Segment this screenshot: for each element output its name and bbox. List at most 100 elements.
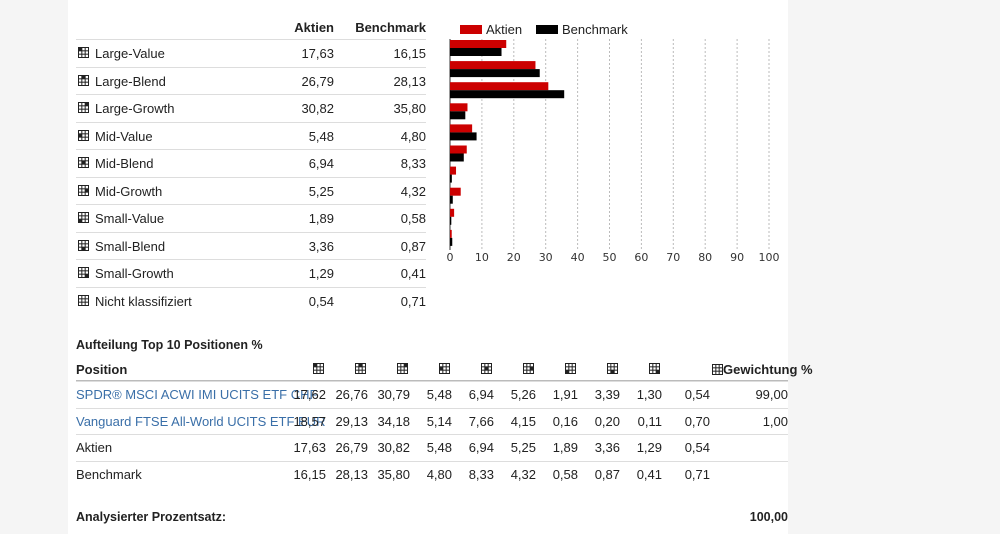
style-grid-icon xyxy=(78,212,89,223)
bar-benchmark xyxy=(450,174,452,183)
style-row-label: Small-Value xyxy=(95,211,165,226)
chart-xtick-label: 60 xyxy=(634,251,648,264)
cell-value: 1,89 xyxy=(552,440,578,455)
table-row: Aktien 17,63 26,79 30,82 5,48 6,94 5,25 1,89 3,3… xyxy=(76,434,788,461)
chart-xtick-label: 20 xyxy=(507,251,521,264)
bar-benchmark xyxy=(450,111,466,120)
cell-value: 5,48 xyxy=(426,387,452,402)
style-row-benchmark: 16,15 xyxy=(393,46,426,61)
style-grid-icon xyxy=(78,267,89,278)
legend-benchmark: Benchmark xyxy=(536,22,628,37)
position-link[interactable]: Vanguard FTSE All-World UCITS ETF EUR xyxy=(76,413,326,429)
style-row-aktien: 1,29 xyxy=(308,266,334,281)
style-row-benchmark: 0,58 xyxy=(400,211,426,226)
legend-swatch-aktien xyxy=(460,25,482,34)
cell-value: 0,87 xyxy=(594,466,620,482)
cell-value: 5,48 xyxy=(426,440,452,455)
style-row: Mid-Value 5,48 4,80 xyxy=(76,121,426,150)
bar-benchmark xyxy=(450,237,453,246)
cell-value: 3,39 xyxy=(594,387,620,402)
top10-header-row: Position Gewichtung % xyxy=(76,358,813,381)
bar-benchmark xyxy=(450,69,540,78)
analyzed-label: Analysierter Prozentsatz: xyxy=(76,510,227,524)
style-row-aktien: 5,25 xyxy=(308,183,334,199)
analyzed-percentage: Analysierter Prozentsatz: 100,00 xyxy=(76,510,788,524)
style-grid-icon xyxy=(712,364,723,375)
chart-xtick-label: 90 xyxy=(730,251,744,264)
style-grid-icon xyxy=(565,363,576,374)
style-row: Small-Blend 3,36 0,87 xyxy=(76,231,426,260)
cell-value: 30,79 xyxy=(377,387,410,402)
cell-value: 16,15 xyxy=(293,466,326,482)
style-row-label: Mid-Blend xyxy=(95,156,154,171)
style-row-aktien: 3,36 xyxy=(308,238,334,254)
top10-table: Position Gewichtung % SPDR® MSCI ACWI IM… xyxy=(76,358,813,487)
style-grid-icon xyxy=(78,157,89,168)
style-row-label: Small-Blend xyxy=(95,238,166,254)
cell-value: 0,16 xyxy=(552,413,578,429)
cell-value: 28,13 xyxy=(335,466,368,482)
style-row-aktien: 5,48 xyxy=(308,128,334,144)
chart-xtick-label: 100 xyxy=(759,251,780,264)
bar-aktien xyxy=(450,208,455,217)
page: Aktien Benchmark Large-Value 17,63 16,15 La… xyxy=(68,0,813,534)
cell-value: 5,14 xyxy=(426,413,452,429)
style-row-aktien: 1,89 xyxy=(308,211,334,226)
header-aktien: Aktien xyxy=(294,20,334,35)
bar-benchmark xyxy=(450,48,502,56)
cell-value: 4,15 xyxy=(510,413,536,429)
cell-value: 0,71 xyxy=(684,466,710,482)
cell-value: 30,82 xyxy=(377,440,410,455)
header-position: Position xyxy=(76,362,128,377)
bar-aktien xyxy=(450,103,468,112)
chart-xtick-label: 10 xyxy=(475,251,489,264)
style-grid-icon xyxy=(78,102,89,113)
bar-benchmark xyxy=(450,216,452,225)
style-row-benchmark: 4,32 xyxy=(400,183,426,199)
chart-xtick-label: 50 xyxy=(603,251,617,264)
bar-aktien xyxy=(450,145,467,154)
style-row: Small-Growth 1,29 0,41 xyxy=(76,259,426,287)
cell-value: 0,54 xyxy=(684,440,710,455)
style-grid-icon xyxy=(78,47,89,58)
bar-aktien xyxy=(450,229,452,238)
style-row-benchmark: 0,87 xyxy=(400,238,426,254)
top10-title: Aufteilung Top 10 Positionen % xyxy=(76,338,263,352)
cell-value: 1,30 xyxy=(636,387,662,402)
bar-benchmark xyxy=(450,132,477,141)
style-row-label: Nicht klassifiziert xyxy=(95,293,192,309)
style-row-label: Large-Blend xyxy=(95,73,166,89)
bar-benchmark xyxy=(450,90,565,99)
style-row: Mid-Growth 5,25 4,32 xyxy=(76,176,426,205)
style-grid-icon xyxy=(78,74,89,86)
chart-xtick-label: 80 xyxy=(698,251,712,264)
cell-value: 0,41 xyxy=(636,466,662,482)
style-bar-chart: Aktien Benchmark 0 10 20 30 40 50 60 70 80 90 100 xyxy=(428,14,788,274)
legend-swatch-benchmark xyxy=(536,25,558,34)
style-grid-icon xyxy=(78,129,89,141)
style-row-benchmark: 0,71 xyxy=(400,293,426,309)
header-gewichtung-label: Gewichtung % xyxy=(723,362,813,377)
cell-value: 17,63 xyxy=(293,440,326,455)
analyzed-value: 100,00 xyxy=(749,510,788,524)
style-grid-icon xyxy=(313,363,324,374)
style-grid-icon xyxy=(481,363,492,374)
cell-value: 26,79 xyxy=(335,440,368,455)
header-benchmark: Benchmark xyxy=(355,20,426,35)
style-grid-icon xyxy=(397,363,408,374)
row-label: Aktien xyxy=(76,440,113,455)
style-row-label: Mid-Value xyxy=(95,128,153,144)
style-row-label: Small-Growth xyxy=(95,266,174,281)
cell-value: 0,58 xyxy=(552,466,578,482)
legend-label-aktien: Aktien xyxy=(486,22,523,37)
style-table-header: Aktien Benchmark xyxy=(76,14,426,39)
cell-value: 0,20 xyxy=(594,413,620,429)
cell-value: 0,70 xyxy=(684,413,710,429)
cell-gewichtung: 99,00 xyxy=(755,387,788,402)
legend-aktien: Aktien xyxy=(460,22,522,37)
bar-aktien xyxy=(450,187,461,196)
row-label: Benchmark xyxy=(76,466,142,482)
style-row-label: Large-Value xyxy=(95,46,165,61)
position-link[interactable]: SPDR® MSCI ACWI IMI UCITS ETF CHF xyxy=(76,387,318,402)
bar-benchmark xyxy=(450,195,453,204)
